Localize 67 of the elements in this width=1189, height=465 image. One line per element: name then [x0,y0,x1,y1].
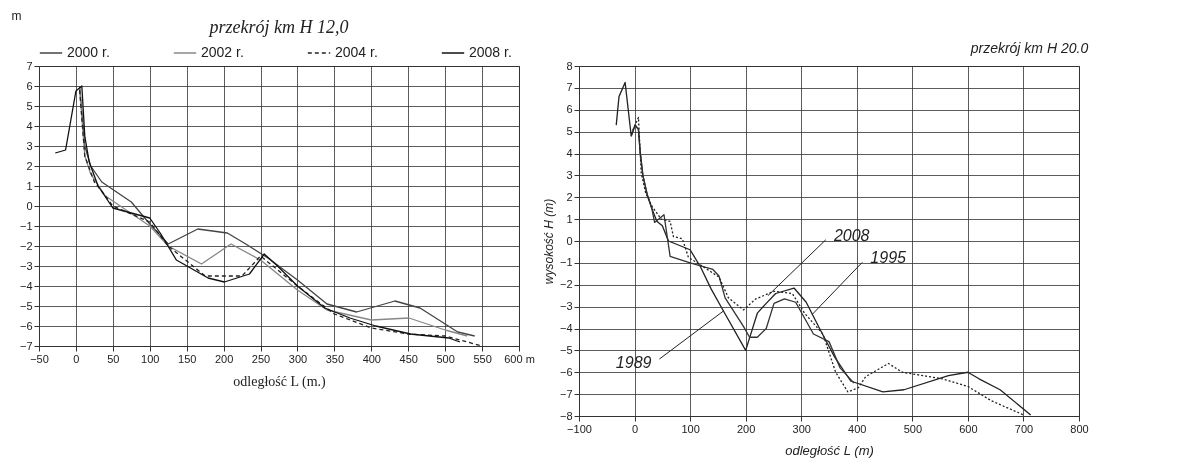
y-tick-label: 7 [566,81,573,94]
x-tick-label: 550 [473,352,492,365]
x-tick-label: −50 [30,352,49,365]
x-tick-label: 100 [681,422,700,435]
x-tick-label: 0 [631,422,639,435]
y-tick-label: 2 [26,159,33,172]
x-tick-label: −100 [567,422,592,435]
x-tick-label: 50 [107,352,120,365]
y-tick-label: −6 [559,365,573,378]
y-tick-label: 7 [26,59,33,72]
x-tick-label: 400 [362,352,381,365]
legend-label: 2002 r. [201,44,244,60]
x-tick-label: 350 [325,352,345,365]
y-tick-label: −1 [559,256,573,269]
x-tick-label: 700 [1014,422,1034,435]
y-tick-label: −8 [559,409,573,422]
x-tick-label: 400 [848,422,867,435]
y-tick-label: 1 [566,212,573,225]
y-tick-label: −7 [559,387,573,400]
chart-title: przekrój km H 20.0 [969,40,1089,56]
y-tick-label: −3 [19,259,33,272]
x-tick-label: 500 [903,422,923,435]
y-tick-label: 5 [566,125,573,138]
y-tick-label: 4 [26,119,33,132]
y-tick-label: −7 [19,339,33,352]
y-axis-title: m [11,8,22,23]
x-axis-title: odległość L (m) [785,442,874,458]
x-tick-label: 300 [792,422,811,435]
legend-label: 2000 r. [67,44,110,60]
y-tick-label: 1 [26,179,33,192]
y-tick-label: −4 [559,322,573,334]
x-tick-label: 300 [288,352,308,365]
y-tick-label: −5 [19,299,33,312]
y-axis-title: wysokość H (m) [541,198,556,285]
x-tick-label: 200 [736,422,756,435]
y-tick-label: 3 [566,168,573,181]
x-tick-label: 600 [959,422,978,435]
x-tick-label: 800 [1070,422,1089,435]
x-tick-label: 100 [141,352,160,365]
x-tick-label: 500 [436,352,455,365]
y-tick-label: −1 [19,219,33,232]
y-tick-label: 3 [26,139,33,152]
x-tick-label: 150 [178,352,197,365]
y-tick-label: 0 [566,234,573,247]
y-tick-label: −5 [559,343,573,356]
y-tick-label: −3 [559,300,573,313]
chart-title: przekrój km H 12,0 [207,17,349,37]
x-tick-label: 600 m [504,352,535,365]
annotation: 1995 [870,249,907,267]
y-tick-label: 5 [26,99,33,112]
y-tick-label: −2 [559,278,573,291]
y-tick-label: −4 [19,279,33,292]
x-tick-label: 250 [251,352,271,365]
y-tick-label: 4 [566,147,573,159]
x-tick-label: 450 [399,352,418,365]
y-tick-label: 2 [566,190,573,203]
x-axis-title: odległość L (m.) [233,373,327,390]
y-tick-label: −2 [19,239,33,252]
legend-label: 2008 r. [469,44,512,60]
y-tick-label: 6 [26,79,33,92]
x-tick-label: 200 [214,352,234,365]
y-tick-label: −6 [19,319,33,332]
y-tick-label: 6 [566,103,573,116]
x-tick-label: 0 [73,352,80,365]
y-tick-label: 0 [26,199,33,212]
legend-label: 2004 r. [335,44,378,60]
y-tick-label: 8 [566,59,573,72]
